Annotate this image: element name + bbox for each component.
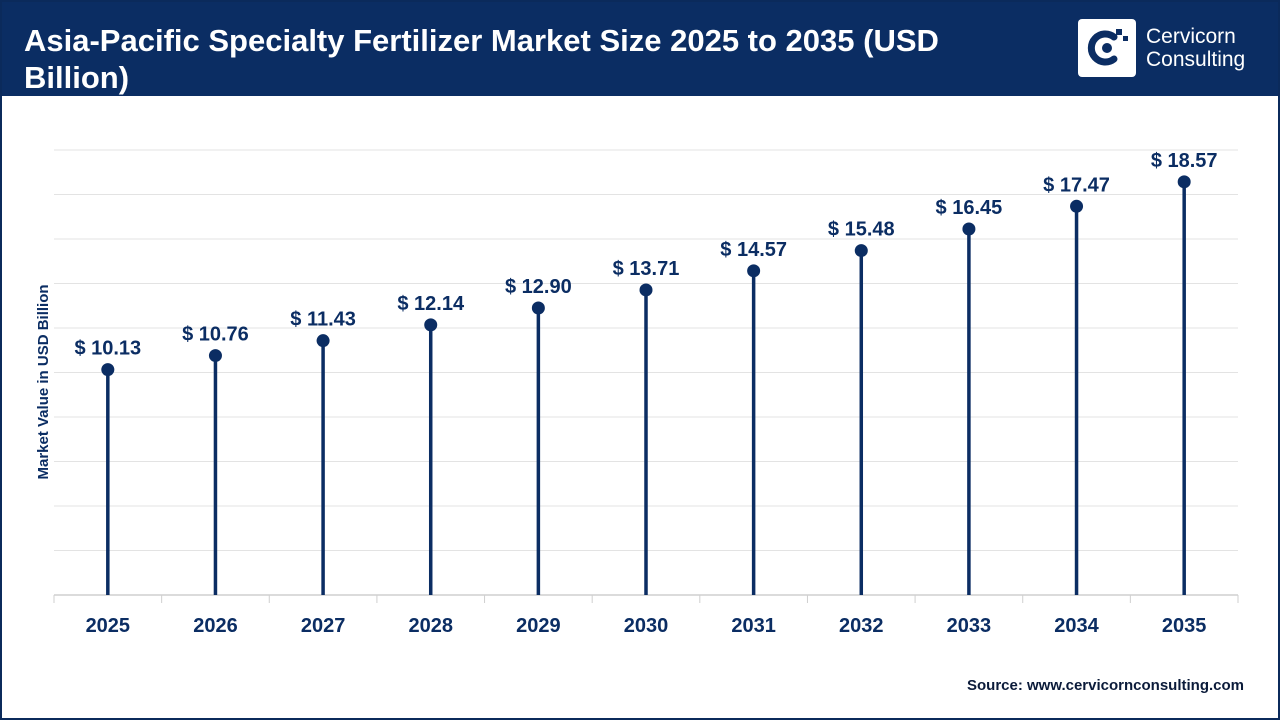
data-label-2028: $ 12.14 <box>397 293 465 315</box>
chart-title: Asia-Pacific Specialty Fertilizer Market… <box>24 23 939 95</box>
data-point-2033 <box>962 222 976 236</box>
data-point-2034 <box>1070 199 1084 213</box>
x-axis-separators <box>53 595 1239 603</box>
company-logo: Cervicorn Consulting <box>1078 19 1266 79</box>
data-label-2032: $ 15.48 <box>828 219 895 241</box>
data-label-2029: $ 12.90 <box>505 276 572 298</box>
data-marks: $ 10.13 $ 10.76 $ 11.43 $ 12.14 $ 12.90 $ 13.… <box>74 150 1218 595</box>
logo-line-2: Consulting <box>1146 48 1246 71</box>
x-tick-label-2033: 2033 <box>947 615 992 637</box>
data-label-2031: $ 14.57 <box>720 239 787 261</box>
header-bar: Asia-Pacific Specialty Fertilizer Market… <box>2 2 1278 96</box>
x-axis-tick-labels: 2025 2026 2027 2028 2029 2030 2031 2032 2033 2034… <box>86 615 1207 637</box>
logo-text: Cervicorn Consulting <box>1146 25 1245 71</box>
x-tick-label-2031: 2031 <box>731 615 776 637</box>
data-label-2033: $ 16.45 <box>936 197 1003 219</box>
data-label-2034: $ 17.47 <box>1043 174 1110 196</box>
data-point-2026 <box>208 349 222 363</box>
data-label-2035: $ 18.57 <box>1151 150 1218 172</box>
data-point-2027 <box>316 334 330 348</box>
x-tick-label-2030: 2030 <box>624 615 669 637</box>
data-label-2030: $ 13.71 <box>613 258 680 280</box>
source-note: Source: www.cervicornconsulting.com <box>966 677 1244 694</box>
x-tick-label-2035: 2035 <box>1162 615 1207 637</box>
data-label-2025: $ 10.13 <box>74 338 141 360</box>
data-point-2028 <box>424 318 438 332</box>
data-label-2026: $ 10.76 <box>182 324 249 346</box>
data-point-2035 <box>1177 175 1191 189</box>
data-point-2030 <box>639 283 653 297</box>
data-point-2032 <box>854 244 868 258</box>
logo-line-1: Cervicorn <box>1146 25 1236 48</box>
x-tick-label-2032: 2032 <box>839 615 884 637</box>
y-axis-label: Market Value in USD Billion <box>35 284 52 479</box>
data-point-2025 <box>101 363 115 377</box>
x-tick-label-2026: 2026 <box>193 615 238 637</box>
data-point-2031 <box>747 264 761 278</box>
x-tick-label-2028: 2028 <box>408 615 453 637</box>
x-tick-label-2025: 2025 <box>86 615 131 637</box>
data-point-2029 <box>531 301 545 315</box>
x-tick-label-2034: 2034 <box>1054 615 1099 637</box>
logo-mark-icon <box>1078 19 1136 77</box>
x-tick-label-2029: 2029 <box>516 615 561 637</box>
data-label-2027: $ 11.43 <box>290 309 356 331</box>
x-tick-label-2027: 2027 <box>301 615 346 637</box>
